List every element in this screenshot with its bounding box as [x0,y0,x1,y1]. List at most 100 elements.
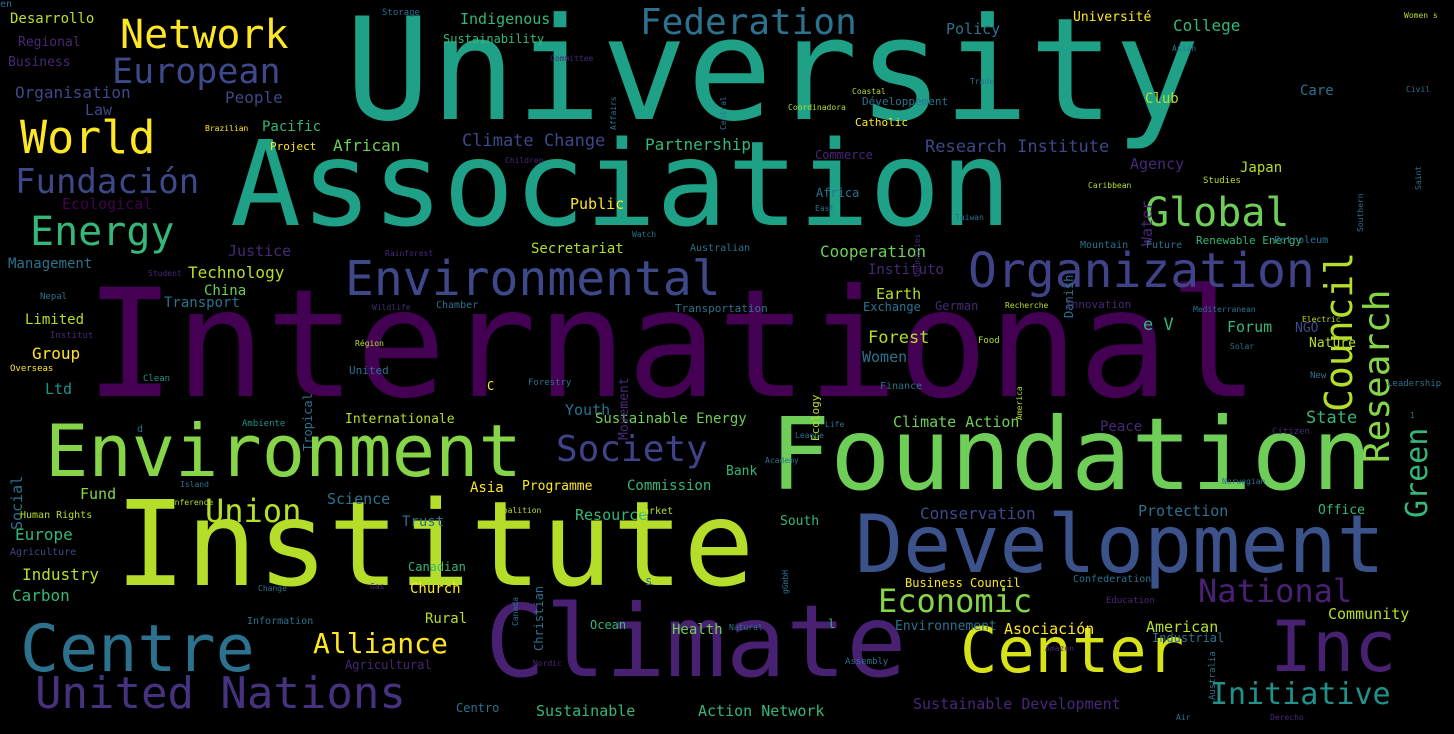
word-25: Economic [878,582,1033,620]
word-20: Global [1145,190,1290,236]
word-60: Clean [143,374,171,384]
word-45: Justice [228,242,292,260]
word-21: Council [1317,251,1361,412]
word-89: Europe [15,525,73,544]
word-168: Australia [1208,651,1218,700]
word-173: Coastal [852,87,886,96]
word-7: Environment [45,409,522,493]
word-64: Sustainable Energy [595,411,747,427]
word-192: Amazon [1045,644,1074,653]
word-46: Management [8,256,93,272]
word-8: Centre [20,612,255,687]
word-79: Asia [470,480,504,496]
word-123: Catholic [855,116,908,129]
word-180: Wildlife [372,303,411,312]
word-143: Movement [617,377,632,440]
word-19: Fundación [15,162,200,202]
word-51: Cooperation [820,242,926,261]
word-150: New [1310,371,1327,381]
word-22: Research [1357,289,1398,463]
word-113: Sustainable Development [913,695,1121,713]
word-132: Future [1146,240,1183,251]
word-176: Caribbean [1088,181,1132,190]
word-76: e V [1143,315,1174,335]
word-88: South [780,514,820,529]
word-131: Mountain [1080,240,1129,251]
word-139: Recherche [1005,301,1049,310]
word-128: Studies [1203,176,1241,186]
word-87: Office [1318,503,1365,518]
word-125: Africa [816,186,860,200]
word-73: Forum [1227,318,1273,336]
word-175: Children [505,156,544,165]
word-138: Innovation [1065,298,1132,311]
word-145: Région [355,339,384,348]
word-78: Science [327,490,391,508]
word-129: Renewable Energy [1196,234,1302,247]
word-126: Agency [1130,155,1185,173]
word-172: Trade [970,77,995,86]
word-134: Australian [690,243,751,254]
word-136: Chamber [436,300,479,311]
word-80: Programme [522,479,593,494]
word-23: Society [556,429,708,470]
word-27: Initiative [1210,677,1391,712]
word-111: Sustainable [536,702,636,720]
word-18: Energy [30,209,175,255]
word-99: Education [1106,596,1155,606]
word-181: Student [148,269,182,278]
word-52: Instituto [868,262,944,278]
word-91: Carbon [12,586,70,605]
word-178: East [815,204,835,213]
word-30: Desarrollo [10,11,95,27]
word-174: Coordinadora [788,103,846,112]
word-155: Island [180,480,209,489]
word-165: Assembly [845,657,889,667]
word-148: America [1015,386,1024,420]
word-14: Network [120,12,289,58]
word-198: 1 [1410,411,1415,420]
word-194: Care [1300,83,1334,99]
word-16: Federation [640,2,857,43]
word-39: African [333,136,401,155]
word-28: Alliance [313,627,448,660]
word-68: Earth [876,285,922,303]
word-133: Petroleum [1274,235,1329,246]
word-177: Taiwan [955,213,984,222]
word-70: German [935,299,979,313]
word-107: Industrial [1152,631,1225,645]
word-119: College [1173,16,1241,35]
word-5: Climate [485,583,907,700]
word-65: Climate Action [893,413,1020,431]
word-170: Central [719,96,728,130]
word-37: Brazilian [205,124,249,133]
word-144: United [349,364,389,377]
word-190: Committee [550,54,594,63]
word-33: Organisation [15,83,131,102]
word-149: Solar [1230,342,1255,351]
word-42: Research Institute [925,137,1110,157]
word-86: Protection [1138,502,1229,520]
word-43: Ecological [62,195,153,213]
word-164: Natural [729,623,763,632]
word-1: University [345,0,1200,153]
word-160: Christian [532,585,546,651]
word-36: Pacific [262,119,322,135]
word-85: Conservation [920,504,1036,523]
word-130: Danish [1062,274,1076,318]
word-118: Université [1073,10,1152,25]
word-94: Canadian [408,560,466,574]
word-184: Life [825,420,845,429]
word-53: Limited [25,312,85,328]
word-55: Ltd [45,380,73,398]
word-135: Watch [632,230,657,239]
word-15: World [20,111,156,164]
word-12: Organization [968,243,1315,299]
word-83: Trust [402,514,445,530]
word-137: Transportation [675,302,768,315]
word-41: Partnership [645,135,751,154]
word-24: Union [205,492,302,530]
word-152: Citizen [1272,427,1310,437]
word-185: Women s [1404,11,1438,20]
